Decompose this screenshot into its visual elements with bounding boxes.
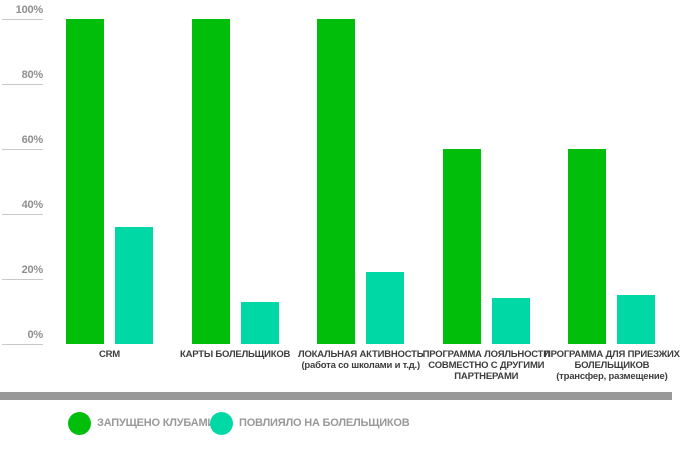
y-tick-label: 100% [15, 3, 44, 16]
y-tick-label: 40% [21, 198, 44, 211]
category-label-loyalty-program: ПРОГРАММА ЛОЯЛЬНОСТИ СОВМЕСТНО С ДРУГИМИ П… [406, 349, 566, 382]
bar-influenced-crm [115, 226, 153, 344]
category-label-line: ПАРТНЕРАМИ [454, 371, 519, 382]
category-label-line: (работа со школами и т.д.) [301, 360, 420, 371]
y-tick-label: 20% [21, 263, 44, 276]
category-label-line: БОЛЕЛЬЩИКОВ [574, 360, 650, 371]
category-label-line: ЛОКАЛЬНАЯ АКТИВНОСТЬ [297, 349, 424, 360]
bar-influenced-local-activity [366, 272, 405, 344]
bar-influenced-loyalty-program [491, 298, 530, 344]
y-tick-line [2, 213, 43, 215]
category-label-visiting-fans-program: ПРОГРАММА ДЛЯ ПРИЕЗЖИХ БОЛЕЛЬЩИКОВ (трансф… [532, 349, 692, 382]
y-tick-line [2, 278, 43, 280]
y-tick-line [2, 18, 43, 20]
bar-launched-visiting-fans-program [568, 148, 607, 344]
y-tick-label: 0% [27, 329, 44, 341]
category-label-line: (трансфер, размещение) [556, 371, 668, 382]
category-label-local-activity: ЛОКАЛЬНАЯ АКТИВНОСТЬ (работа со школами и… [281, 349, 441, 371]
category-label-line: КАРТЫ БОЛЕЛЬЩИКОВ [179, 349, 291, 360]
bar-launched-local-activity [317, 18, 356, 344]
category-label-crm: CRM [30, 349, 190, 360]
bar-launched-loyalty-program [442, 148, 481, 344]
legend-swatch-launched [68, 412, 91, 435]
bar-influenced-visiting-fans-program [617, 295, 656, 344]
y-tick-label: 60% [21, 133, 44, 146]
legend-swatch-influenced [210, 412, 233, 435]
legend-label-launched: ЗАПУЩЕНО КЛУБАМИ [97, 417, 216, 429]
y-tick-line [2, 344, 43, 345]
bar-launched-crm [66, 18, 104, 344]
separator-bar [0, 392, 672, 400]
category-label-line: ПРОГРАММА ДЛЯ ПРИЕЗЖИХ [543, 349, 680, 360]
y-tick-line [2, 148, 43, 150]
legend-label-influenced: ПОВЛИЯЛО НА БОЛЕЛЬЩИКОВ [239, 417, 410, 429]
category-label-line: CRM [98, 349, 121, 360]
category-label-fan-cards: КАРТЫ БОЛЕЛЬЩИКОВ [155, 349, 315, 360]
category-label-line: СОВМЕСТНО С ДРУГИМИ [428, 360, 545, 371]
category-label-line: ПРОГРАММА ЛОЯЛЬНОСТИ [422, 349, 550, 360]
y-tick-line [2, 83, 43, 85]
bar-launched-fan-cards [191, 18, 230, 344]
y-tick-label: 80% [21, 68, 44, 81]
bar-influenced-fan-cards [240, 301, 279, 344]
